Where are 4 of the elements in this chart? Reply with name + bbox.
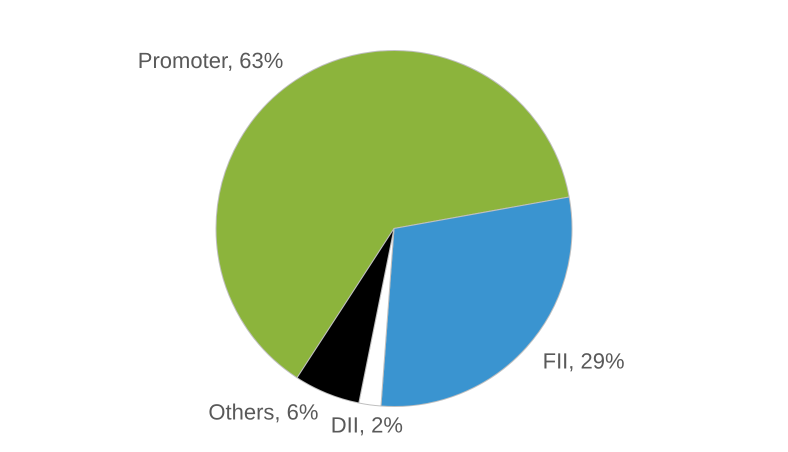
- slice-label: Promoter, 63%: [138, 48, 284, 73]
- slice-label: FII, 29%: [542, 348, 625, 374]
- slice-label: DII, 2%: [330, 412, 403, 438]
- slice-label: Others, 6%: [208, 400, 318, 425]
